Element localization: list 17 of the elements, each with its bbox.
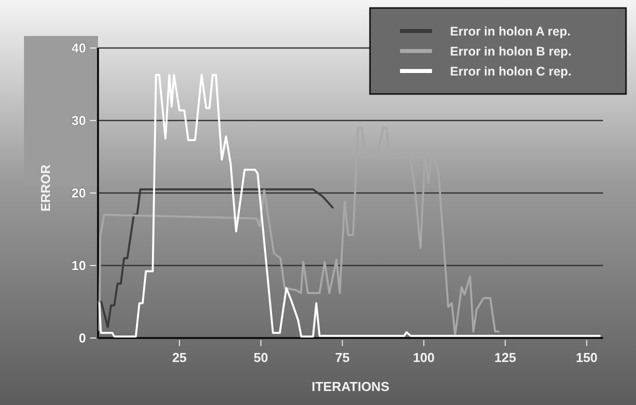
x-tick-label: 50: [254, 350, 268, 365]
y-tick-label: 20: [72, 186, 86, 201]
x-tick-label: 100: [412, 350, 435, 365]
x-tick-label: 25: [172, 350, 187, 365]
legend-label: Error in holon B rep.: [450, 44, 572, 58]
x-tick-label: 150: [576, 350, 598, 365]
legend-label: Error in holon C rep.: [450, 64, 572, 78]
y-tick-label: 30: [72, 113, 86, 128]
y-axis-title: ERROR: [38, 164, 53, 212]
x-axis-title: ITERATIONS: [312, 379, 390, 394]
y-tick-label: 10: [72, 258, 86, 274]
x-tick-label: 75: [335, 350, 350, 365]
y-tick-label: 0: [78, 330, 86, 346]
line-series: [98, 126, 500, 336]
legend-label: Error in holon A rep.: [450, 24, 571, 38]
x-tick-label: 125: [494, 350, 516, 365]
y-tick-label: 40: [72, 40, 86, 56]
